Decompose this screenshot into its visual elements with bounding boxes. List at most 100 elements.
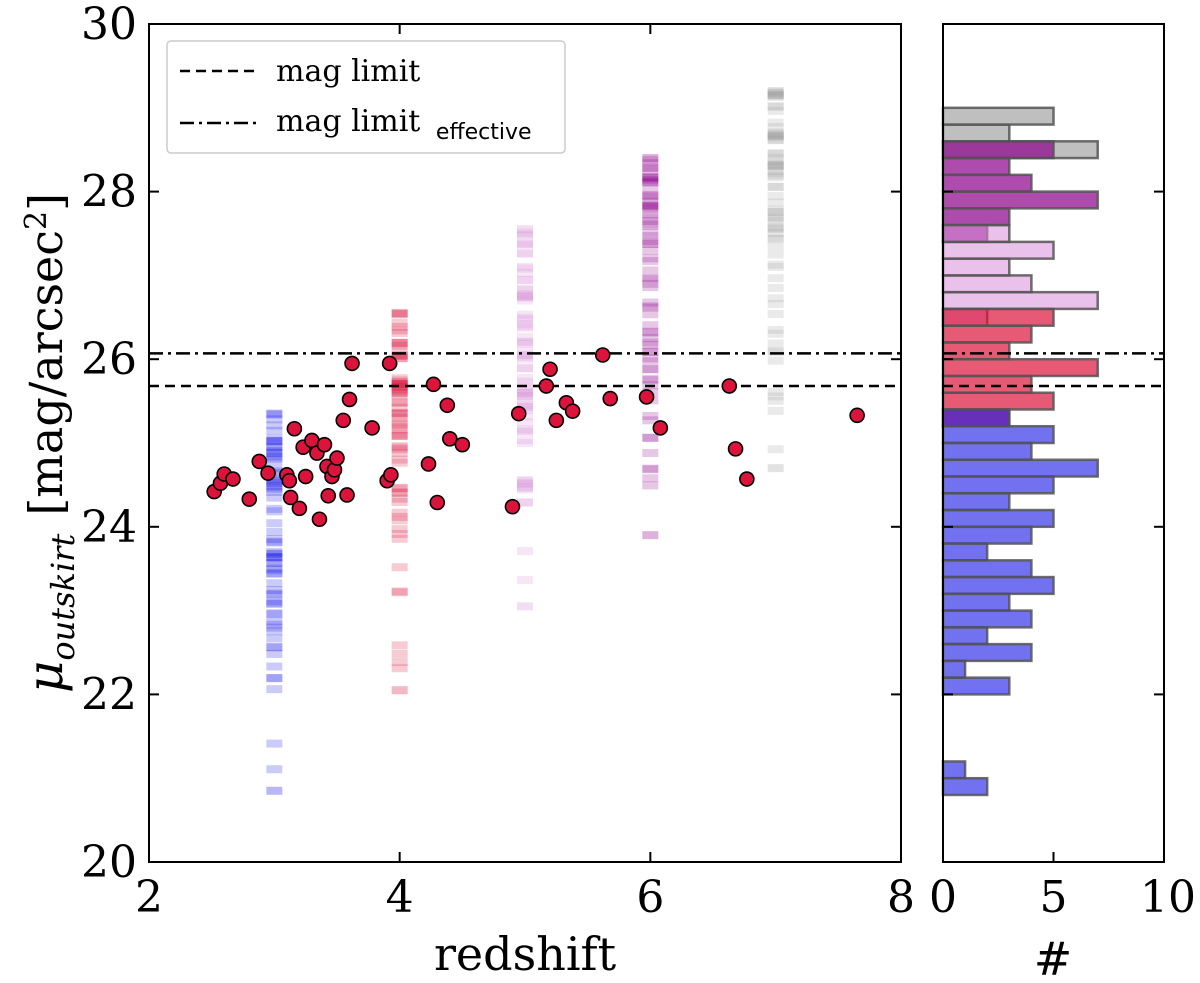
observed-point xyxy=(727,441,744,457)
simulated-dash xyxy=(391,525,408,534)
observed-point xyxy=(441,431,458,447)
simulated-dash xyxy=(391,494,408,503)
simulated-dash xyxy=(642,274,659,283)
simulated-dash xyxy=(517,476,533,485)
simulated-dash xyxy=(391,417,408,426)
observed-point xyxy=(542,361,558,378)
legend-label-mag-limit: mag limit xyxy=(276,54,420,89)
simulated-dash xyxy=(642,201,659,210)
simulated-dash xyxy=(266,599,283,608)
simulated-dash xyxy=(517,388,533,397)
simulated-dash xyxy=(391,484,408,493)
simulated-dash xyxy=(767,135,784,144)
histogram-series-z3 xyxy=(941,408,1099,797)
simulated-dash xyxy=(767,91,784,100)
simulated-dash xyxy=(767,262,784,271)
simulated-dash xyxy=(767,284,784,293)
simulated-dash xyxy=(391,385,408,394)
simulated-dash xyxy=(517,239,533,248)
simulated-dash xyxy=(642,174,659,183)
simulated-dash xyxy=(266,553,283,562)
simulated-dash xyxy=(517,483,533,492)
simulated-dash xyxy=(767,167,784,176)
simulated-dash xyxy=(767,162,784,171)
simulated-dash xyxy=(266,476,283,485)
legend: mag limit mag limit effective xyxy=(166,40,566,154)
simulated-dash xyxy=(517,346,533,355)
simulated-dash xyxy=(642,205,659,214)
simulated-dash xyxy=(642,338,659,347)
simulated-dash xyxy=(266,434,283,443)
simulated-dash xyxy=(767,161,784,170)
simulated-column-z4 xyxy=(391,309,408,695)
simulated-dash xyxy=(517,291,533,300)
simulated-dash xyxy=(266,537,283,546)
simulated-dash xyxy=(266,483,283,492)
observed-point xyxy=(602,390,619,407)
y-tick-label: 26 xyxy=(81,334,137,385)
simulated-dash xyxy=(266,552,283,561)
observed-point xyxy=(225,471,241,487)
simulated-dash xyxy=(266,484,283,493)
simulated-dash xyxy=(517,310,533,319)
side-histogram: 0 5 10 # xyxy=(929,23,1196,983)
simulated-dash xyxy=(266,786,283,795)
simulated-dash xyxy=(517,438,533,447)
simulated-dash xyxy=(517,497,533,506)
observed-point xyxy=(504,498,521,515)
histogram-bar xyxy=(941,458,1099,478)
y-label-units: [mag/arcsec xyxy=(19,230,73,516)
simulated-dash xyxy=(391,508,408,517)
simulated-dash xyxy=(767,392,784,401)
simulated-dash xyxy=(642,449,659,458)
simulated-dash xyxy=(391,658,408,667)
simulated-column-z5 xyxy=(517,225,533,611)
simulated-dash xyxy=(266,550,283,559)
simulated-dash xyxy=(266,443,283,452)
histogram-bar xyxy=(941,190,1099,210)
simulated-dash xyxy=(266,507,283,516)
simulated-dash xyxy=(266,564,283,573)
simulated-dash xyxy=(391,512,408,521)
simulated-dash xyxy=(266,493,283,502)
simulated-dash xyxy=(517,289,533,298)
simulated-dash xyxy=(266,620,283,629)
simulated-dash xyxy=(642,164,659,173)
histogram-bar xyxy=(941,626,989,646)
legend-label-effective-main: mag limit xyxy=(276,104,420,139)
simulated-dash xyxy=(767,464,784,473)
simulated-dash xyxy=(642,173,659,182)
simulated-dash xyxy=(642,416,659,425)
simulated-dash xyxy=(767,205,784,214)
simulated-dash xyxy=(266,643,283,652)
simulated-dash xyxy=(767,329,784,338)
simulated-dash xyxy=(642,347,659,356)
simulated-dash xyxy=(767,339,784,348)
simulated-dash xyxy=(767,234,784,243)
observed-point xyxy=(594,347,611,363)
simulated-dash xyxy=(517,485,533,494)
simulated-dash xyxy=(517,292,533,301)
simulated-dash xyxy=(642,201,659,210)
simulated-dash xyxy=(642,176,659,185)
simulated-dash xyxy=(767,260,784,269)
simulated-dash xyxy=(391,328,408,337)
simulated-dash xyxy=(517,284,533,293)
simulated-dash xyxy=(642,178,659,187)
simulated-dash xyxy=(391,442,408,451)
simulated-dash xyxy=(391,374,408,383)
simulated-dash xyxy=(391,534,408,543)
simulated-dash xyxy=(517,249,533,258)
histogram-bar xyxy=(941,592,1011,612)
simulated-dash xyxy=(266,685,283,694)
simulated-dash xyxy=(767,222,784,231)
simulated-dash xyxy=(517,315,533,324)
observed-point xyxy=(652,420,669,436)
main-plot-background xyxy=(149,24,901,862)
simulated-dash xyxy=(767,346,784,355)
simulated-dash xyxy=(517,374,533,383)
simulated-dash xyxy=(767,161,784,170)
simulated-dash xyxy=(767,153,784,162)
simulated-dash xyxy=(642,374,659,383)
simulated-dash xyxy=(642,155,659,164)
